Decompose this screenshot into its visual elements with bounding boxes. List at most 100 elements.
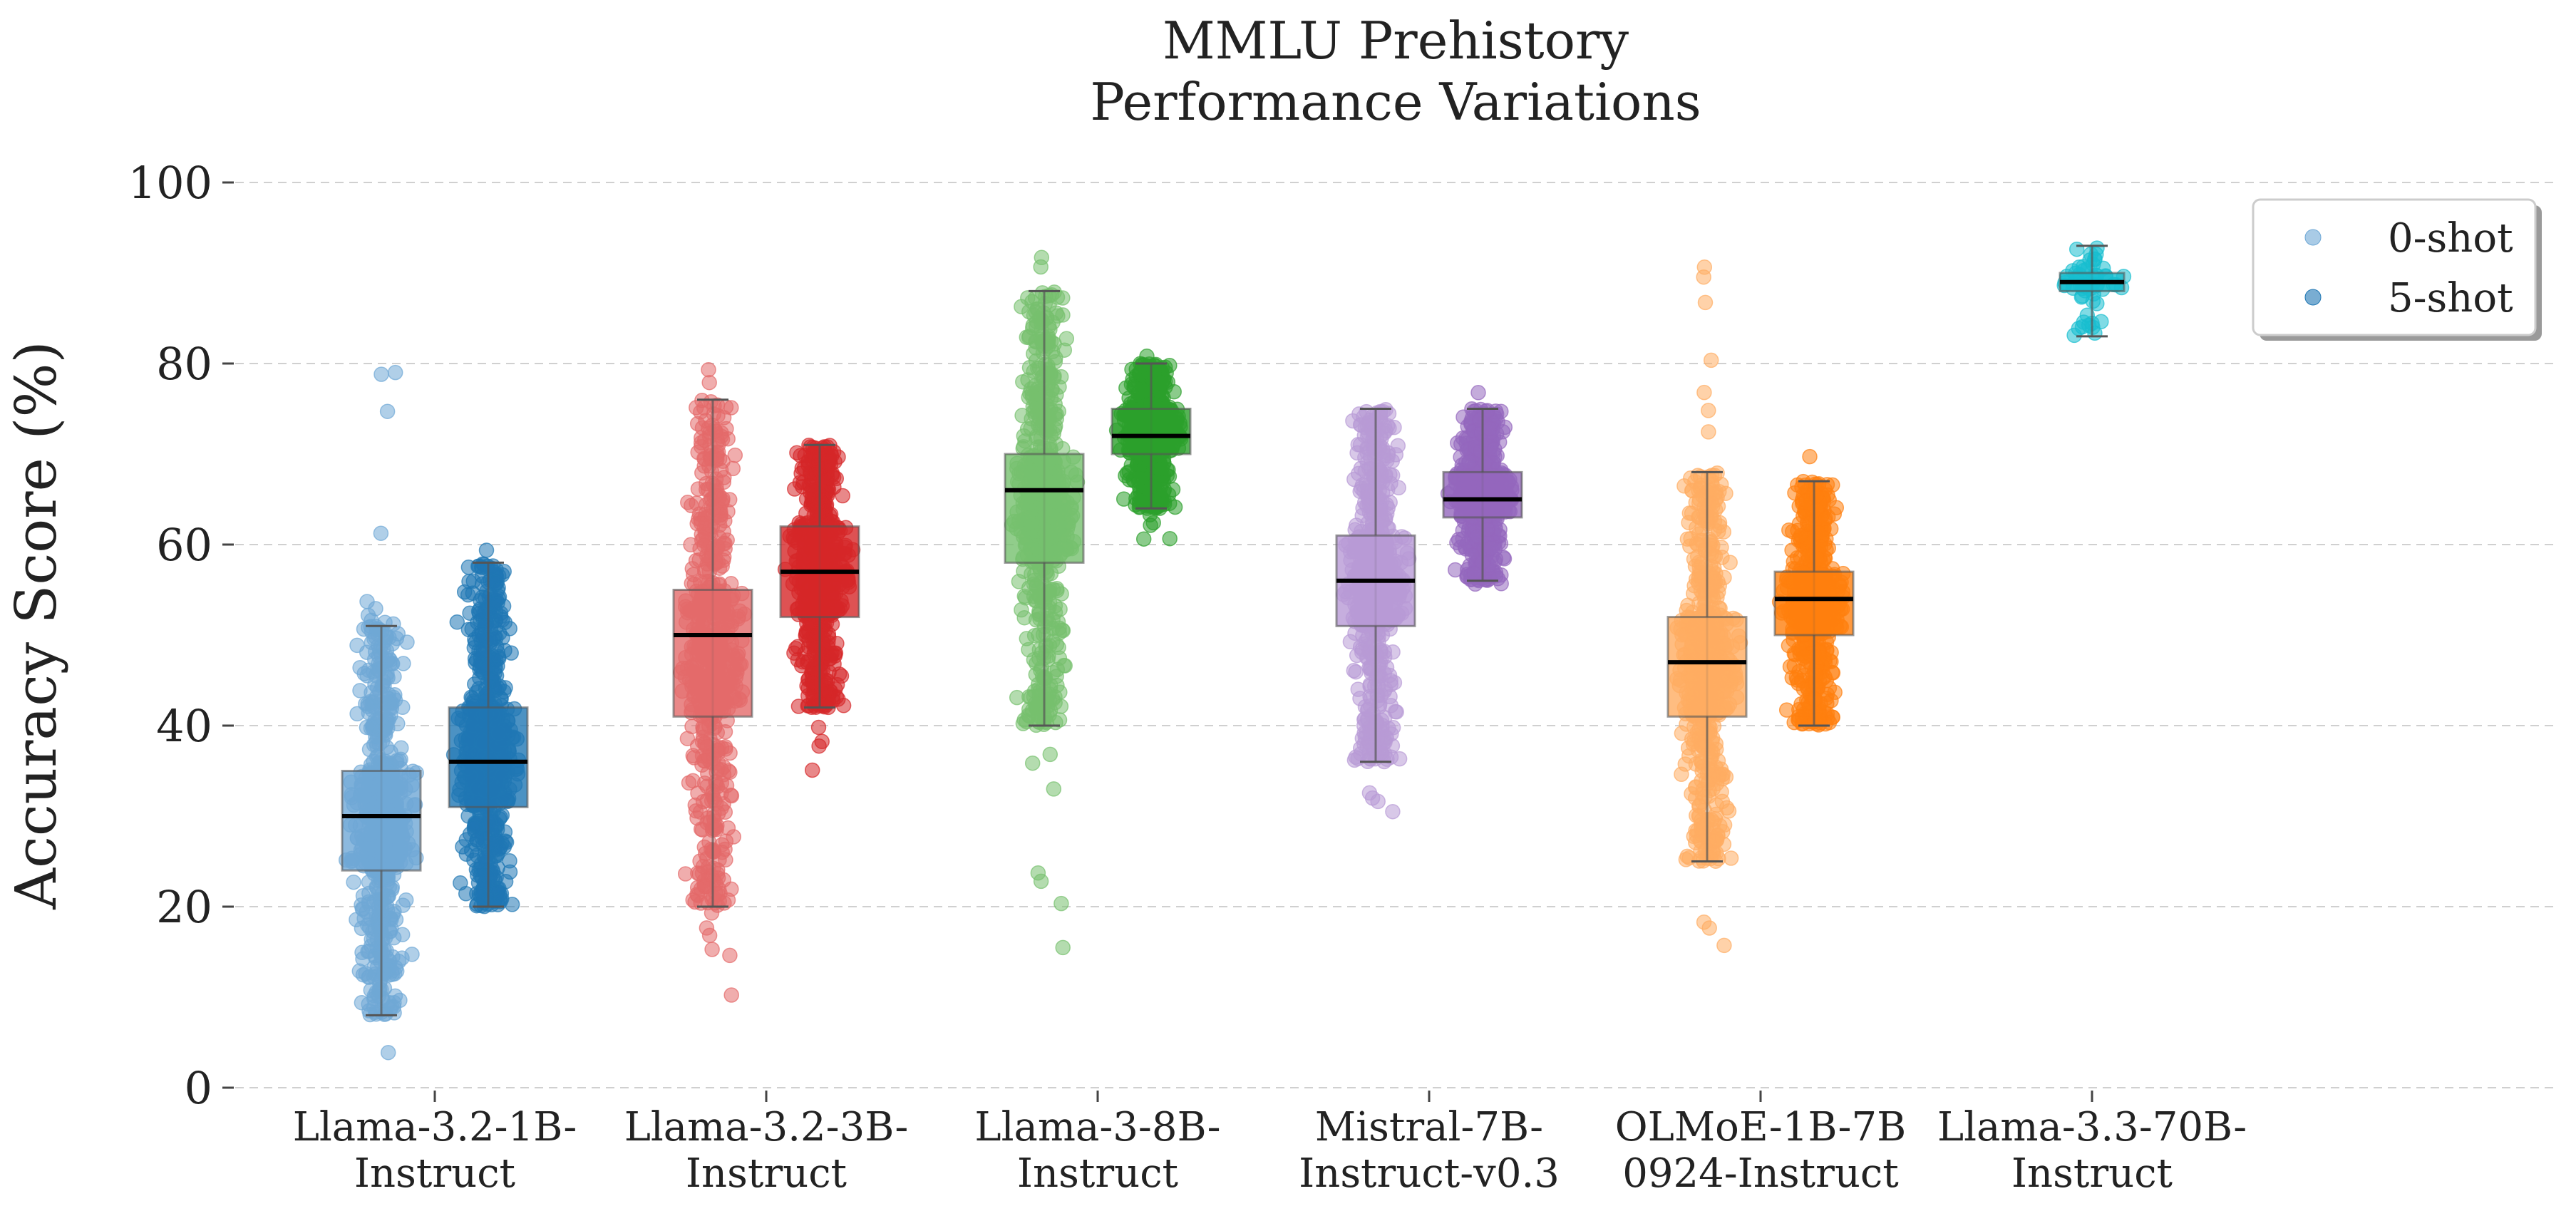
data-point — [491, 678, 508, 694]
data-point — [467, 676, 483, 692]
data-point — [1162, 530, 1178, 547]
data-point — [1143, 517, 1158, 533]
data-point — [503, 645, 519, 661]
data-point — [694, 532, 710, 548]
data-point — [727, 447, 743, 463]
data-point — [708, 876, 724, 892]
data-point — [385, 949, 401, 965]
data-point — [481, 814, 498, 830]
data-point — [1140, 453, 1156, 468]
data-point — [373, 366, 389, 382]
y-tick-label: 0 — [185, 1062, 212, 1114]
data-point — [1470, 385, 1486, 401]
data-point — [685, 773, 701, 789]
x-tick-label: Llama-3-8B- — [974, 1104, 1220, 1150]
data-point — [361, 741, 378, 758]
data-point — [1359, 403, 1374, 420]
data-point — [372, 643, 388, 659]
data-point — [483, 835, 499, 851]
data-point — [722, 947, 738, 964]
grid — [235, 182, 2559, 1088]
y-tick-label: 60 — [156, 519, 212, 571]
data-point — [1156, 482, 1173, 498]
data-point — [1024, 755, 1041, 771]
data-point — [815, 471, 831, 487]
data-point — [1154, 375, 1170, 391]
data-point — [351, 963, 368, 979]
data-point — [352, 683, 368, 699]
series-7 — [1440, 385, 1523, 592]
data-point — [1033, 873, 1049, 890]
data-point — [1037, 341, 1053, 357]
data-point — [815, 641, 831, 657]
data-point — [366, 988, 383, 1004]
data-point — [1351, 465, 1366, 482]
data-point — [1391, 480, 1406, 496]
data-point — [1053, 895, 1069, 912]
data-point — [453, 875, 468, 891]
data-point — [835, 488, 850, 504]
data-point — [804, 762, 820, 778]
data-point — [1014, 299, 1029, 314]
data-point — [1376, 418, 1393, 434]
data-point — [399, 634, 415, 650]
plot-area — [338, 240, 2132, 1061]
data-point — [371, 622, 387, 638]
data-point — [373, 525, 389, 541]
y-axis-label: Accuracy Score (%) — [3, 341, 69, 910]
data-point — [1015, 716, 1031, 731]
box — [341, 770, 422, 872]
data-point — [1369, 503, 1386, 519]
data-point — [1370, 793, 1386, 810]
data-point — [466, 820, 483, 835]
data-point — [1051, 379, 1067, 395]
data-point — [1016, 438, 1031, 455]
x-tick-label: Llama-3.2-3B- — [624, 1104, 909, 1150]
data-point — [694, 465, 710, 481]
data-point — [478, 851, 493, 867]
data-point — [493, 891, 510, 907]
data-point — [488, 630, 504, 646]
data-point — [490, 582, 505, 599]
data-point — [486, 596, 503, 612]
data-point — [697, 564, 713, 579]
data-point — [810, 719, 827, 736]
data-point — [1391, 751, 1408, 767]
chart-title-line-1: MMLU Prehistory — [1163, 11, 1629, 71]
data-point — [800, 698, 816, 713]
x-axis: Llama-3.2-1B-InstructLlama-3.2-3B-Instru… — [293, 1091, 2247, 1197]
data-point — [827, 454, 843, 470]
data-point — [704, 942, 720, 957]
data-point — [378, 898, 395, 914]
x-tick-label: Llama-3.2-1B- — [293, 1104, 577, 1150]
series-1 — [445, 542, 529, 914]
box — [1111, 408, 1192, 455]
data-point — [1385, 720, 1401, 736]
x-tick-label: OLMoE-1B-7B — [1615, 1104, 1907, 1150]
x-tick-label: Instruct — [2011, 1150, 2173, 1197]
data-point — [386, 994, 402, 1011]
data-point — [706, 720, 722, 736]
data-point — [679, 731, 696, 746]
data-point — [1346, 663, 1362, 679]
data-point — [701, 361, 716, 378]
data-point — [1026, 378, 1043, 394]
data-point — [716, 535, 731, 552]
series-5 — [1108, 349, 1192, 547]
x-tick-label: Instruct — [686, 1150, 847, 1197]
data-point — [1128, 490, 1144, 507]
data-point — [380, 720, 396, 736]
data-point — [1034, 403, 1049, 420]
data-point — [1034, 660, 1050, 676]
data-point — [380, 1044, 396, 1061]
data-point — [1042, 746, 1058, 763]
data-point — [1365, 646, 1381, 663]
data-point — [1377, 746, 1393, 762]
data-point — [788, 641, 804, 656]
data-point — [365, 923, 381, 939]
data-point — [1135, 531, 1152, 547]
data-point — [361, 874, 377, 890]
series-4 — [1004, 249, 1086, 956]
data-point — [1154, 460, 1170, 476]
